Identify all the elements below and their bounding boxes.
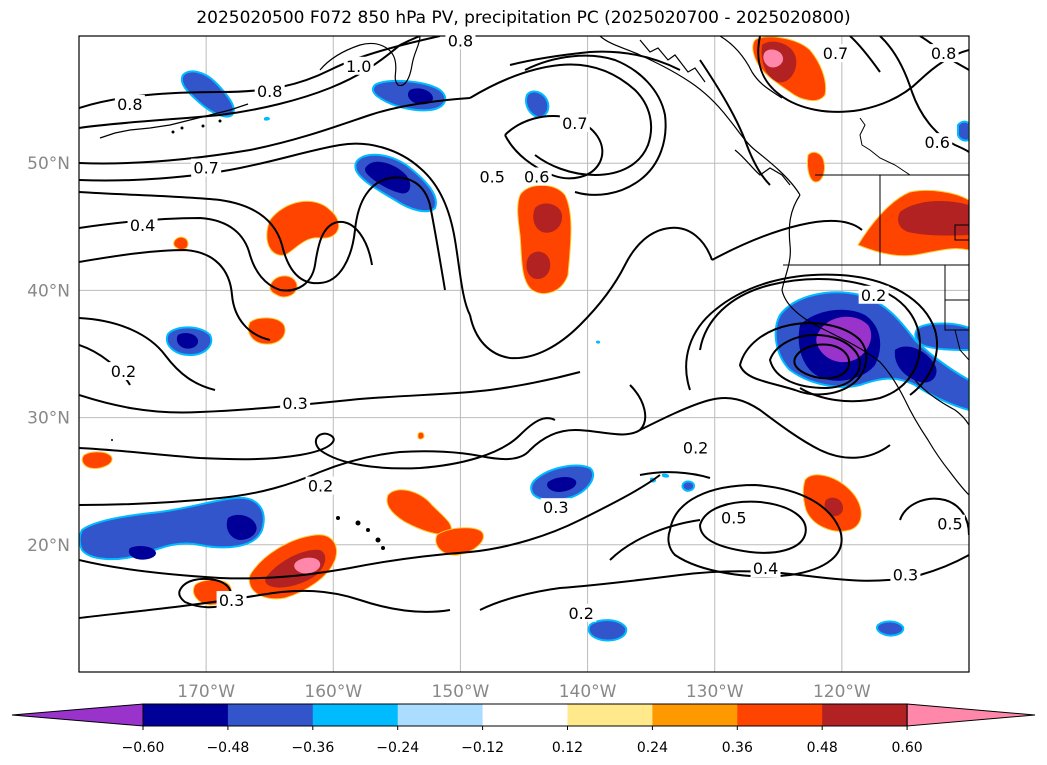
colorbar-tick-label: 0.48 bbox=[807, 740, 838, 756]
contour-label-bg bbox=[820, 44, 851, 63]
contour-label: 0.4 bbox=[130, 216, 155, 235]
colorbar-segment bbox=[143, 704, 229, 726]
colorbar-segment bbox=[312, 704, 399, 726]
colorbar-tick-label: −0.48 bbox=[206, 740, 249, 756]
lon-tick-label: 130°W bbox=[686, 682, 744, 702]
contour-label-bg bbox=[191, 158, 222, 177]
colorbar-segment bbox=[652, 704, 738, 726]
contour-label: 0.8 bbox=[257, 82, 282, 101]
contour-label: 0.7 bbox=[562, 114, 587, 133]
contour-label: 0.5 bbox=[479, 167, 504, 186]
colorbar-segment bbox=[822, 704, 908, 726]
contour-label-bg bbox=[280, 393, 311, 412]
contour-label: 0.7 bbox=[823, 44, 848, 63]
colorbar-segment bbox=[737, 704, 823, 726]
contour-label: 0.2 bbox=[308, 477, 333, 496]
lon-tick-label: 170°W bbox=[177, 682, 235, 702]
colorbar-tick-label: −0.12 bbox=[461, 740, 504, 756]
contour-label-bg bbox=[540, 498, 571, 517]
contour-label: 0.2 bbox=[111, 362, 136, 381]
contour-label-bg bbox=[127, 215, 158, 234]
contour-label-bg bbox=[477, 167, 508, 186]
contour-label: 0.2 bbox=[568, 604, 593, 623]
contour-label: 0.8 bbox=[448, 31, 473, 50]
lon-tick-label: 120°W bbox=[813, 682, 871, 702]
contour-label-bg bbox=[108, 362, 139, 381]
colorbar-outline bbox=[142, 703, 908, 727]
contour-label: 0.3 bbox=[893, 566, 918, 585]
contour-label: 0.6 bbox=[924, 133, 949, 152]
contour-label: 0.5 bbox=[721, 508, 746, 527]
contour-label: 0.2 bbox=[861, 286, 886, 305]
lat-tick-label: 30°N bbox=[27, 409, 70, 429]
contour-label-bg bbox=[254, 82, 285, 101]
contour-label: 0.3 bbox=[543, 498, 568, 517]
contour-label-bg bbox=[566, 603, 597, 622]
colorbar-extend-min bbox=[11, 703, 144, 727]
contour-label: 0.3 bbox=[219, 591, 244, 610]
contour-label-bg bbox=[445, 31, 476, 50]
contour-label: 0.7 bbox=[193, 159, 218, 178]
contour-label: 0.6 bbox=[524, 167, 549, 186]
colorbar-segment bbox=[397, 704, 484, 726]
contour-label-bg bbox=[216, 591, 247, 610]
lat-tick-label: 50°N bbox=[27, 154, 70, 174]
lat-tick-label: 40°N bbox=[27, 281, 70, 301]
contour-label-bg bbox=[858, 285, 889, 304]
contour-label-bg bbox=[305, 476, 336, 495]
longitude-labels: 170°W 160°W 150°W 140°W 130°W 120°W bbox=[177, 682, 871, 702]
lon-tick-label: 160°W bbox=[304, 682, 362, 702]
contour-label: 0.8 bbox=[117, 95, 142, 114]
contour-label: 1.0 bbox=[346, 57, 371, 76]
contour-label-bg bbox=[890, 565, 921, 584]
colorbar-tick-label: −0.60 bbox=[122, 740, 165, 756]
colorbar-tick-label: 0.36 bbox=[722, 740, 753, 756]
colorbar bbox=[11, 703, 1036, 727]
contour-label-bg bbox=[559, 114, 590, 133]
contour-label: 0.5 bbox=[937, 515, 962, 534]
contour-label-bg bbox=[521, 167, 552, 186]
lat-tick-label: 20°N bbox=[27, 536, 70, 556]
coastlines bbox=[99, 36, 969, 496]
contour-label: 0.4 bbox=[753, 559, 778, 578]
colorbar-tick-label: −0.24 bbox=[376, 740, 419, 756]
map-frame bbox=[78, 35, 970, 673]
contour-labels: 0.8 0.8 0.8 1.0 0.7 0.7 0.7 0.8 0.6 0.5 0.6 0.4 0.2 0… bbox=[108, 31, 965, 623]
contour-label: 0.3 bbox=[282, 394, 307, 413]
contour-label-bg bbox=[750, 559, 781, 578]
colorbar-tick-labels: −0.60 −0.48 −0.36 −0.24 −0.12 0.12 0.24 0.36 0.4… bbox=[122, 726, 923, 756]
precip-positive-shading bbox=[81, 36, 969, 606]
contour-label-bg bbox=[343, 56, 374, 75]
latitude-labels: 50°N 40°N 30°N 20°N bbox=[27, 154, 70, 556]
contour-label: 0.2 bbox=[683, 438, 708, 457]
islands bbox=[111, 119, 385, 550]
contour-label-bg bbox=[114, 94, 145, 113]
contour-label-bg bbox=[680, 438, 711, 457]
contour-label-bg bbox=[718, 508, 749, 527]
contour-label-bg bbox=[934, 514, 965, 533]
contour-label-bg bbox=[928, 44, 959, 63]
colorbar-tick-label: 0.24 bbox=[637, 740, 668, 756]
contour-label: 0.8 bbox=[931, 44, 956, 63]
colorbar-segment bbox=[482, 704, 568, 726]
colorbar-segment bbox=[227, 704, 314, 726]
colorbar-tick-label: 0.60 bbox=[892, 740, 923, 756]
colorbar-segment bbox=[567, 704, 653, 726]
colorbar-extend-max bbox=[906, 703, 1036, 727]
state-borders bbox=[783, 117, 969, 361]
lon-tick-label: 150°W bbox=[432, 682, 490, 702]
map-title: 2025020500 F072 850 hPa PV, precipitatio… bbox=[196, 8, 851, 28]
colorbar-tick-label: 0.12 bbox=[552, 740, 583, 756]
colorbar-tick-label: −0.36 bbox=[291, 740, 334, 756]
contour-label-bg bbox=[922, 133, 953, 152]
lon-tick-label: 140°W bbox=[559, 682, 617, 702]
